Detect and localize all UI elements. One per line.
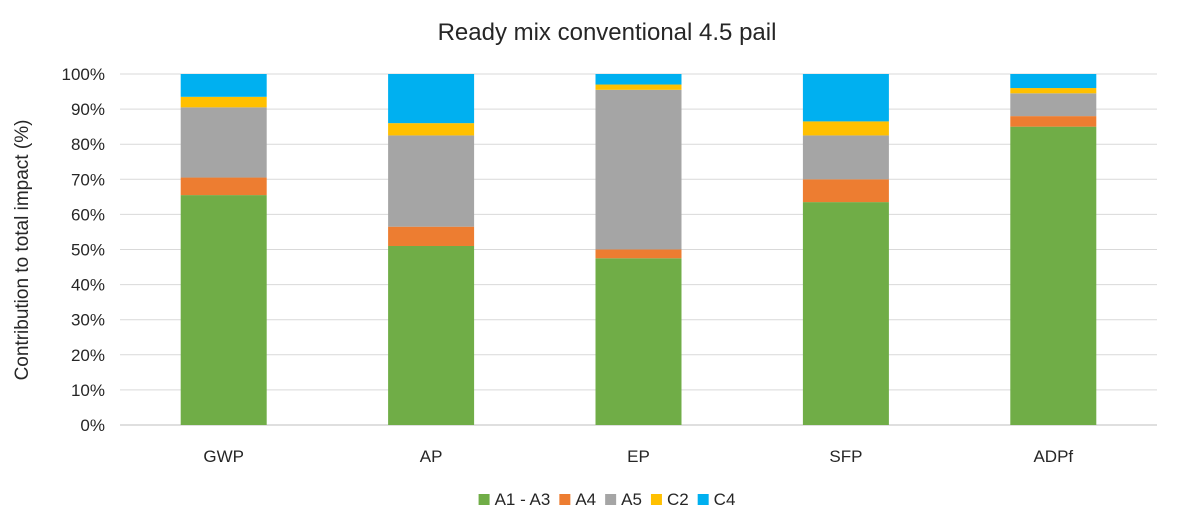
- bar-segment: [388, 245, 475, 425]
- y-tick-label: 10%: [71, 381, 105, 400]
- y-tick-label: 40%: [71, 276, 105, 295]
- x-tick-label: ADPf: [1033, 447, 1073, 466]
- legend-swatch: [478, 494, 490, 505]
- bar-segment: [1010, 74, 1097, 89]
- y-tick-label: 20%: [71, 346, 105, 365]
- bar-segment: [1010, 88, 1097, 94]
- bar-segment: [802, 202, 889, 425]
- x-tick-label: GWP: [203, 447, 244, 466]
- bar-segment: [595, 249, 682, 259]
- bar-segment: [595, 74, 682, 85]
- y-tick-label: 80%: [71, 135, 105, 154]
- y-tick-label: 70%: [71, 170, 105, 189]
- bar-segment: [388, 123, 475, 136]
- legend-item: C4: [697, 490, 736, 509]
- bar-segment: [595, 89, 682, 250]
- y-axis-label: Contribution to total impact (%): [12, 120, 33, 381]
- bar-stack-ep: [595, 74, 682, 425]
- bar-segment: [388, 135, 475, 227]
- legend-item: A1 - A3: [478, 490, 551, 509]
- x-tick-label: AP: [420, 447, 443, 466]
- legend-label: C4: [714, 490, 736, 509]
- bar-segment: [802, 121, 889, 136]
- legend-label: A5: [621, 490, 642, 509]
- bar-segment: [802, 179, 889, 203]
- y-tick-label: 100%: [62, 65, 105, 84]
- legend-item: A5: [605, 490, 642, 509]
- bar-segment: [180, 195, 267, 425]
- legend-label: C2: [667, 490, 689, 509]
- legend-swatch: [559, 494, 571, 505]
- bar-stack-sfp: [802, 74, 889, 425]
- legend-label: A1 - A3: [495, 490, 551, 509]
- legend-swatch: [697, 494, 709, 505]
- bar-segment: [802, 74, 889, 122]
- legend-swatch: [650, 494, 662, 505]
- y-tick-label: 90%: [71, 100, 105, 119]
- y-tick-label: 50%: [71, 241, 105, 260]
- y-axis-ticks: 0% 10% 20% 30% 40% 50% 60% 70% 80% 90% 100%: [62, 65, 105, 435]
- legend: A1 - A3 A4 A5 C2 C4: [478, 490, 736, 509]
- x-axis-ticks: GWP AP EP SFP ADPf: [203, 447, 1073, 466]
- bar-segment: [180, 96, 267, 108]
- bar-segment: [388, 74, 475, 124]
- bar-stack-gwp: [180, 74, 267, 425]
- x-tick-label: SFP: [829, 447, 862, 466]
- legend-item: A4: [559, 490, 596, 509]
- bar-segment: [180, 107, 267, 178]
- bars: [180, 74, 1097, 426]
- bar-segment: [1010, 93, 1097, 117]
- bar-segment: [595, 84, 682, 90]
- bar-stack-adpf: [1010, 74, 1097, 426]
- bar-stack-ap: [388, 74, 475, 425]
- legend-item: C2: [650, 490, 689, 509]
- bar-segment: [802, 135, 889, 180]
- bar-segment: [1010, 126, 1097, 426]
- bar-segment: [180, 74, 267, 97]
- bar-segment: [595, 258, 682, 425]
- y-tick-label: 60%: [71, 205, 105, 224]
- y-tick-label: 0%: [80, 416, 105, 435]
- bar-segment: [388, 226, 475, 246]
- y-tick-label: 30%: [71, 311, 105, 330]
- legend-label: A4: [575, 490, 596, 509]
- bar-segment: [1010, 116, 1097, 127]
- bar-segment: [180, 177, 267, 196]
- legend-swatch: [605, 494, 617, 505]
- x-tick-label: EP: [627, 447, 650, 466]
- chart-title: Ready mix conventional 4.5 pail: [438, 19, 777, 46]
